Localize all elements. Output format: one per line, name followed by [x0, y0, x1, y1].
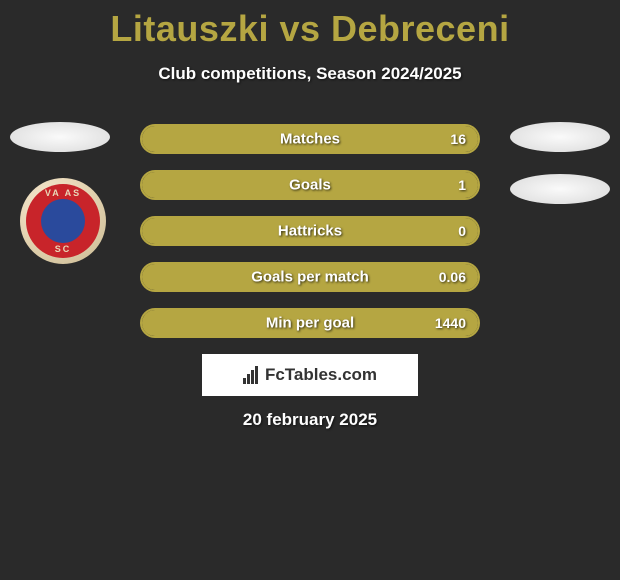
subtitle: Club competitions, Season 2024/2025 [0, 64, 620, 84]
club-badge-text-top: VA AS [45, 188, 81, 198]
stat-label: Min per goal [266, 315, 354, 332]
stat-label: Hattricks [278, 223, 342, 240]
stat-value-right: 1440 [435, 315, 466, 331]
player-photo-left [10, 122, 110, 152]
stat-value-right: 1 [458, 177, 466, 193]
club-badge-text-bottom: SC [55, 244, 72, 254]
stat-row-goals-per-match: Goals per match 0.06 [140, 262, 480, 292]
stat-label: Goals per match [251, 269, 369, 286]
stat-row-goals: Goals 1 [140, 170, 480, 200]
player-photo-right [510, 122, 610, 152]
stat-value-right: 16 [450, 131, 466, 147]
stat-row-min-per-goal: Min per goal 1440 [140, 308, 480, 338]
date-label: 20 february 2025 [243, 410, 377, 430]
barchart-icon [243, 366, 261, 384]
page-title: Litauszki vs Debreceni [0, 0, 620, 50]
stats-container: Matches 16 Goals 1 Hattricks 0 Goals per… [140, 124, 480, 354]
branding-box[interactable]: FcTables.com [202, 354, 418, 396]
stat-label: Goals [289, 177, 331, 194]
stat-row-matches: Matches 16 [140, 124, 480, 154]
stat-value-right: 0.06 [439, 269, 466, 285]
club-badge-left: VA AS SC [20, 178, 106, 264]
stat-label: Matches [280, 131, 340, 148]
branding-text: FcTables.com [265, 365, 377, 385]
player-photo-right-2 [510, 174, 610, 204]
stat-row-hattricks: Hattricks 0 [140, 216, 480, 246]
stat-value-right: 0 [458, 223, 466, 239]
